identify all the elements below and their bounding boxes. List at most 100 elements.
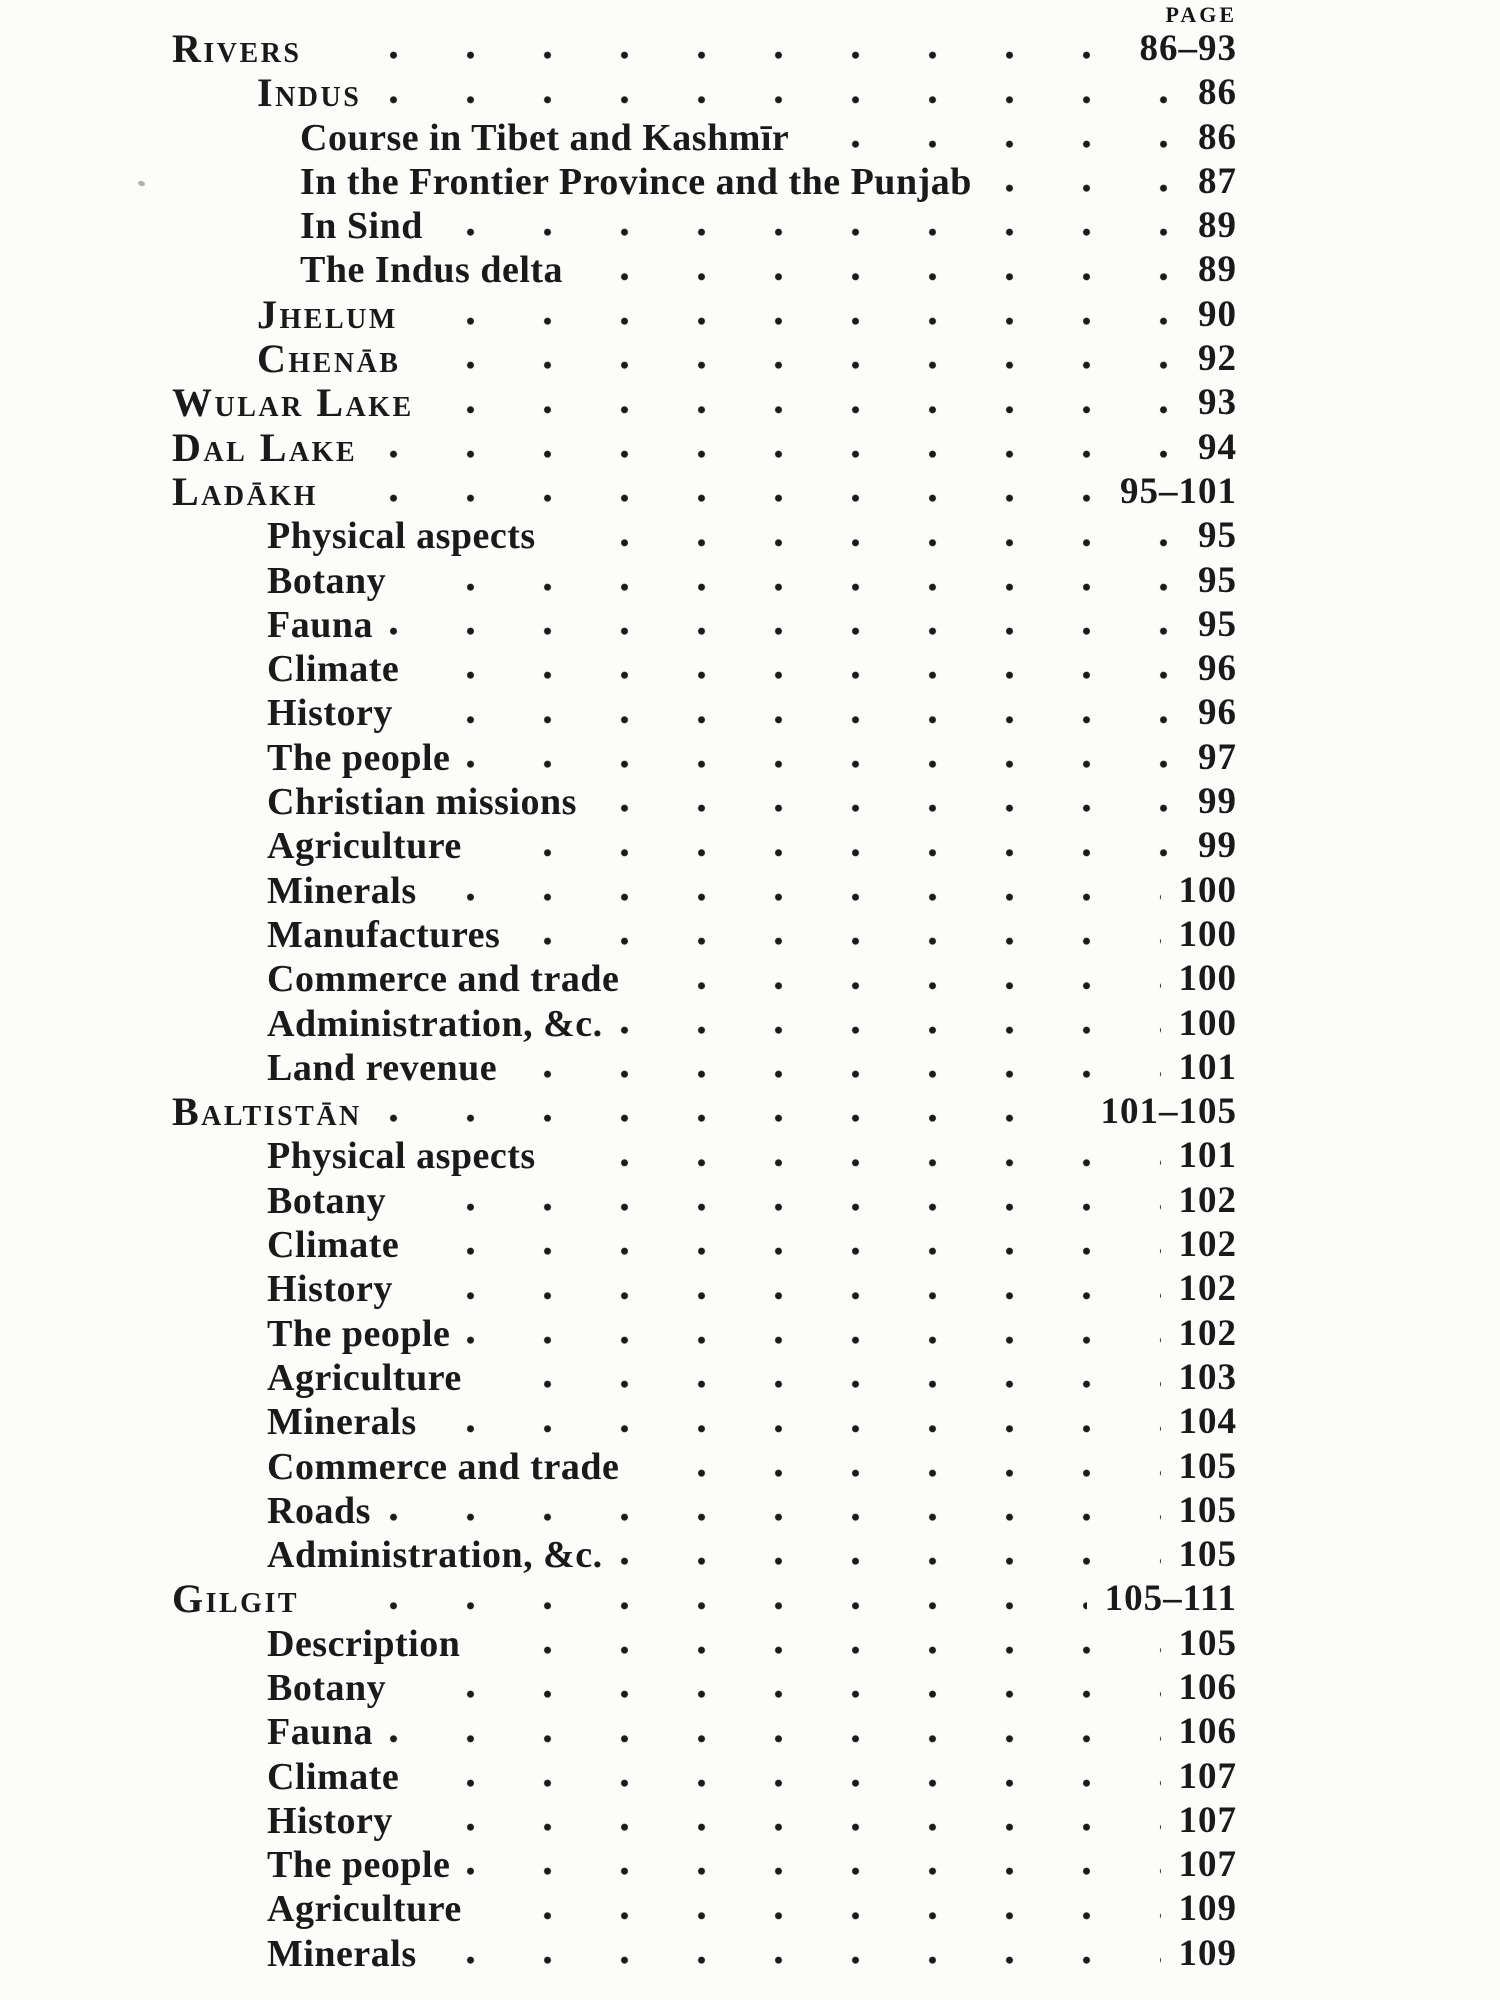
toc-row: Botany 106: [0, 1665, 1500, 1711]
page-number: 102: [1160, 1178, 1237, 1224]
page-number: 86: [1180, 71, 1237, 116]
entry-label: Botany: [267, 1178, 403, 1224]
toc-row: Agriculture 109: [0, 1887, 1500, 1933]
entry-label: Commerce and trade: [267, 1444, 636, 1490]
dot-leader: [355, 71, 1202, 116]
dot-leader: [355, 27, 1202, 72]
toc-row: The people 97: [0, 735, 1500, 781]
page-column-header: PAGE: [1165, 2, 1237, 27]
toc-row: Fauna 95: [0, 602, 1500, 648]
dot-leader: [355, 204, 1202, 249]
toc-row: Agriculture 103: [0, 1355, 1500, 1401]
page-number: 96: [1180, 691, 1237, 737]
entry-label: Agriculture: [267, 824, 478, 869]
entry-label: Rivers: [172, 26, 318, 72]
page-number: 86–93: [1121, 27, 1237, 72]
toc-row: Physical aspects 101: [0, 1134, 1500, 1180]
entry-label: The people: [267, 735, 467, 781]
page-number: 97: [1180, 735, 1237, 781]
page-number: 106: [1160, 1710, 1237, 1755]
toc-row: Climate 107: [0, 1754, 1500, 1800]
dot-leader: [355, 647, 1202, 692]
page-number: 96: [1180, 647, 1237, 692]
page-number: 99: [1180, 780, 1237, 825]
entry-label: Climate: [267, 1223, 416, 1268]
toc-row: In Sind 89: [0, 204, 1500, 249]
entry-label: Fauna: [267, 602, 389, 648]
entry-label: The people: [267, 1311, 467, 1357]
entry-label: In Sind: [300, 204, 439, 249]
page-number: 107: [1160, 1798, 1237, 1844]
toc-row: Roads 105: [0, 1488, 1500, 1534]
dot-leader: [355, 1400, 1202, 1445]
dot-leader: [355, 1754, 1202, 1799]
toc-row: The people 107: [0, 1843, 1500, 1888]
dot-leader: [355, 824, 1202, 869]
dot-leader: [355, 1843, 1202, 1888]
page-number: 107: [1160, 1843, 1237, 1888]
toc-row: Indus 86: [0, 71, 1500, 116]
entry-label: Physical aspects: [267, 1134, 552, 1180]
entry-label: Climate: [267, 647, 416, 692]
toc-row: Description 105: [0, 1621, 1500, 1667]
page-number: 94: [1180, 425, 1237, 471]
toc-row: Wular Lake 93: [0, 381, 1500, 426]
dot-leader: [355, 1488, 1202, 1534]
dot-leader: [355, 1621, 1202, 1666]
entry-label: Roads: [267, 1488, 387, 1534]
page-number: 109: [1160, 1931, 1237, 1977]
page-number: 86: [1180, 115, 1237, 161]
page-number: 100: [1160, 957, 1237, 1002]
dot-leader: [355, 868, 1202, 913]
dot-leader: [355, 558, 1202, 603]
page-number: 102: [1160, 1223, 1237, 1268]
page-number: 104: [1160, 1400, 1237, 1445]
page-number: 95: [1180, 514, 1237, 559]
dot-leader: [355, 469, 1202, 515]
page-number: 103: [1160, 1355, 1237, 1401]
toc-row: Christian missions 99: [0, 780, 1500, 825]
entry-label: Chenāb: [257, 336, 417, 382]
entry-label: History: [267, 1267, 409, 1312]
page-number: 101: [1160, 1134, 1237, 1180]
toc-row: Commerce and trade 100: [0, 957, 1500, 1002]
entry-label: Christian missions: [267, 780, 593, 825]
entry-label: In the Frontier Province and the Punjab: [300, 159, 988, 205]
dot-leader: [355, 1090, 1202, 1135]
page-number: 100: [1160, 868, 1237, 914]
page-number: 95–101: [1102, 469, 1237, 515]
toc-row: Minerals 104: [0, 1400, 1500, 1445]
dot-leader: [355, 1178, 1202, 1224]
entry-label: The Indus delta: [300, 248, 580, 294]
entry-label: Minerals: [267, 868, 433, 914]
page-number: 105: [1160, 1533, 1237, 1578]
dot-leader: [355, 292, 1202, 338]
toc-row: Land revenue 101: [0, 1045, 1500, 1091]
entry-label: Commerce and trade: [267, 957, 636, 1002]
toc-row: Botany 102: [0, 1178, 1500, 1224]
entry-label: Minerals: [267, 1400, 433, 1445]
toc-row: History 96: [0, 691, 1500, 737]
toc-row: Minerals 109: [0, 1931, 1500, 1977]
entry-label: Ladākh: [172, 469, 334, 515]
toc-row: Manufactures 100: [0, 912, 1500, 958]
toc-row: Baltistān 101–105: [0, 1090, 1500, 1135]
page-number: 90: [1180, 292, 1237, 338]
page-number: 102: [1160, 1311, 1237, 1357]
dot-leader: [355, 602, 1202, 648]
dot-leader: [355, 1887, 1202, 1932]
page-number: 101–105: [1082, 1090, 1237, 1135]
toc-row: Administration, &c. 105: [0, 1533, 1500, 1578]
toc-row: History 102: [0, 1267, 1500, 1312]
toc-row: In the Frontier Province and the Punjab …: [0, 159, 1500, 205]
page-number: 95: [1180, 602, 1237, 648]
toc-row: Climate 102: [0, 1223, 1500, 1268]
entry-label: Botany: [267, 558, 403, 604]
entry-label: Agriculture: [267, 1355, 478, 1401]
entry-label: Baltistān: [172, 1090, 378, 1135]
entry-label: History: [267, 691, 409, 737]
entry-label: Manufactures: [267, 912, 517, 958]
toc-row: Botany 95: [0, 558, 1500, 604]
entry-label: Botany: [267, 1665, 403, 1711]
dot-leader: [355, 337, 1202, 382]
